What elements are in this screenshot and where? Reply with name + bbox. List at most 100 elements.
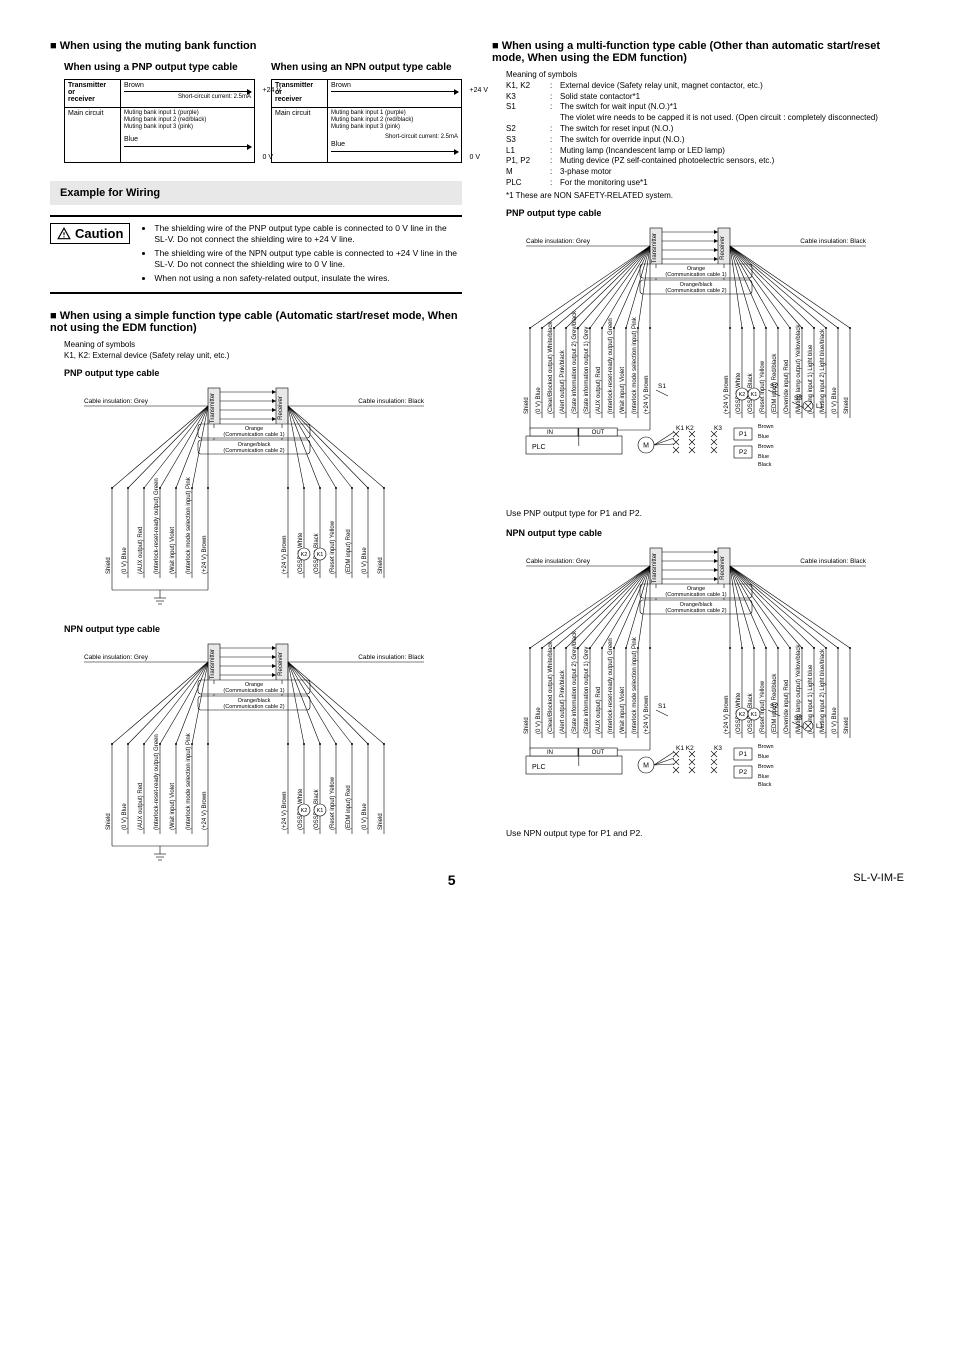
- caution-item: The shielding wire of the PNP output typ…: [154, 223, 462, 246]
- svg-text:K2: K2: [739, 712, 746, 718]
- svg-text:(Communication cable 1): (Communication cable 1): [665, 592, 726, 598]
- svg-text:IN: IN: [547, 430, 553, 436]
- symbols-heading: Meaning of symbols: [64, 340, 462, 351]
- svg-text:K2: K2: [301, 808, 308, 814]
- pnp-simple-diagram: TransmitterReceiverCable insulation: Gre…: [64, 384, 444, 618]
- svg-text:(Reset input) Yellow: (Reset input) Yellow: [760, 360, 766, 414]
- zv-label: 0 V: [469, 154, 480, 161]
- svg-text:(Muting input 2) Light blue/bl: (Muting input 2) Light blue/black: [820, 328, 826, 414]
- svg-text:(EDM input) Red: (EDM input) Red: [346, 529, 352, 574]
- svg-text:Blue: Blue: [758, 454, 769, 460]
- rail-0v: [331, 151, 458, 152]
- tx-rx-label: Transmitter or receiver: [272, 80, 328, 107]
- pnp-muting-box: Transmitter or receiver Brown Short-circ…: [64, 79, 255, 163]
- svg-text:(Clear/Blocked output) White/b: (Clear/Blocked output) White/black: [548, 320, 554, 413]
- svg-text:Blue: Blue: [758, 754, 769, 760]
- svg-text:P1: P1: [739, 751, 747, 758]
- sym-k: P1, P2: [506, 156, 550, 167]
- svg-text:(0 V) Blue: (0 V) Blue: [362, 803, 368, 830]
- svg-text:L1: L1: [816, 403, 824, 410]
- svg-text:IN: IN: [547, 750, 553, 756]
- svg-text:Brown: Brown: [758, 424, 774, 430]
- svg-text:Shield: Shield: [106, 813, 112, 830]
- example-wiring-bar: Example for Wiring: [50, 181, 462, 205]
- svg-text:(0 V) Blue: (0 V) Blue: [536, 706, 542, 733]
- sym-k: S1: [506, 102, 550, 124]
- sym-k: M: [506, 167, 550, 178]
- npn-simple-diagram: TransmitterReceiverCable insulation: Gre…: [64, 640, 444, 874]
- svg-text:(Interlock mode selection inpu: (Interlock mode selection input) Pink: [186, 476, 192, 574]
- sym-v: The switch for reset input (N.O.): [560, 124, 904, 135]
- svg-text:Receiver: Receiver: [278, 652, 284, 676]
- npn-cable-head: NPN output type cable: [506, 528, 904, 538]
- sym-k: S2: [506, 124, 550, 135]
- svg-text:S2: S2: [770, 383, 778, 390]
- svg-text:P2: P2: [739, 769, 747, 776]
- svg-text:(Clear/Blocked output) White/b: (Clear/Blocked output) White/black: [548, 640, 554, 733]
- svg-text:(Wait input) Violet: (Wait input) Violet: [170, 527, 176, 574]
- svg-text:(Reset input) Yellow: (Reset input) Yellow: [760, 680, 766, 734]
- svg-text:Brown: Brown: [758, 444, 774, 450]
- sym-v: External device (Safety relay unit, magn…: [560, 81, 904, 92]
- svg-text:(Interlock-reset-ready output): (Interlock-reset-ready output) Green: [608, 318, 614, 414]
- main-circuit-label: Main circuit: [65, 108, 121, 162]
- caution-badge: Caution: [50, 223, 130, 244]
- svg-text:Cable insulation: Black: Cable insulation: Black: [800, 238, 867, 245]
- svg-text:S3: S3: [794, 715, 802, 722]
- svg-text:(Interlock-reset-ready output): (Interlock-reset-ready output) Green: [608, 638, 614, 734]
- footnote: *1 These are NON SAFETY-RELATED system.: [506, 191, 904, 202]
- svg-text:(State information output 1) G: (State information output 1) Grey: [584, 646, 590, 733]
- svg-text:(0 V) Blue: (0 V) Blue: [536, 386, 542, 413]
- pnp-note: Use PNP output type for P1 and P2.: [506, 508, 904, 518]
- svg-text:(AUX output) Red: (AUX output) Red: [596, 366, 602, 413]
- symbols-heading: Meaning of symbols: [506, 70, 904, 81]
- svg-text:Transmitter: Transmitter: [652, 553, 658, 583]
- svg-text:(Communication cable 1): (Communication cable 1): [223, 432, 284, 438]
- svg-text:K3: K3: [714, 425, 722, 432]
- svg-text:Black: Black: [758, 782, 772, 788]
- sym-v: The switch for wait input (N.O.)*1 The v…: [560, 102, 904, 124]
- sym-v: 3-phase motor: [560, 167, 904, 178]
- sym-v: Solid state contactor*1: [560, 92, 904, 103]
- svg-text:(Reset input) Yellow: (Reset input) Yellow: [330, 520, 336, 574]
- svg-text:(Communication cable 2): (Communication cable 2): [665, 288, 726, 294]
- svg-text:(Communication cable 1): (Communication cable 1): [223, 688, 284, 694]
- svg-text:OUT: OUT: [592, 430, 605, 436]
- sym-k: PLC: [506, 178, 550, 189]
- svg-text:(State information output 2) G: (State information output 2) Grey/black: [572, 630, 578, 734]
- sym-v: For the monitoring use*1: [560, 178, 904, 189]
- rail-24v: [331, 91, 458, 92]
- svg-text:(Communication cable 1): (Communication cable 1): [665, 272, 726, 278]
- muting3: Muting bank input 3 (pink): [124, 124, 251, 131]
- svg-text:Transmitter: Transmitter: [210, 649, 216, 679]
- svg-text:Receiver: Receiver: [720, 556, 726, 580]
- svg-text:(0 V) Blue: (0 V) Blue: [122, 803, 128, 830]
- brown-label: Brown: [124, 82, 251, 89]
- svg-text:P1: P1: [739, 431, 747, 438]
- svg-text:Brown: Brown: [758, 744, 774, 750]
- svg-text:Receiver: Receiver: [720, 236, 726, 260]
- svg-text:Shield: Shield: [378, 557, 384, 574]
- svg-text:(Wait input) Violet: (Wait input) Violet: [620, 686, 626, 733]
- svg-text:Black: Black: [758, 462, 772, 468]
- doc-id: SL-V-IM-E: [853, 872, 904, 888]
- heading-muting-bank: ■ When using the muting bank function: [50, 40, 462, 52]
- sym-k: L1: [506, 146, 550, 157]
- npn-note: Use NPN output type for P1 and P2.: [506, 828, 904, 838]
- blue-label: Blue: [124, 136, 251, 144]
- brown-label: Brown: [331, 82, 458, 89]
- svg-text:(Communication cable 2): (Communication cable 2): [223, 448, 284, 454]
- svg-text:(Alert output) Pink/black: (Alert output) Pink/black: [560, 669, 566, 734]
- svg-text:K3: K3: [714, 745, 722, 752]
- svg-text:(State information output 2) G: (State information output 2) Grey/black: [572, 310, 578, 414]
- npn-multi-diagram: TransmitterReceiverCable insulation: Gre…: [506, 544, 886, 824]
- rail-0v: [124, 146, 251, 147]
- svg-text:(+24 V) Brown: (+24 V) Brown: [202, 535, 208, 574]
- svg-text:M: M: [643, 442, 649, 449]
- sym-v: Muting lamp (Incandescent lamp or LED la…: [560, 146, 904, 157]
- svg-text:Cable insulation: Black: Cable insulation: Black: [358, 654, 425, 661]
- svg-text:S2: S2: [770, 703, 778, 710]
- npn-muting-box: Transmitter or receiver Brown Main circu…: [271, 79, 462, 163]
- svg-text:(AUX output) Red: (AUX output) Red: [138, 783, 144, 830]
- svg-text:K2: K2: [301, 552, 308, 558]
